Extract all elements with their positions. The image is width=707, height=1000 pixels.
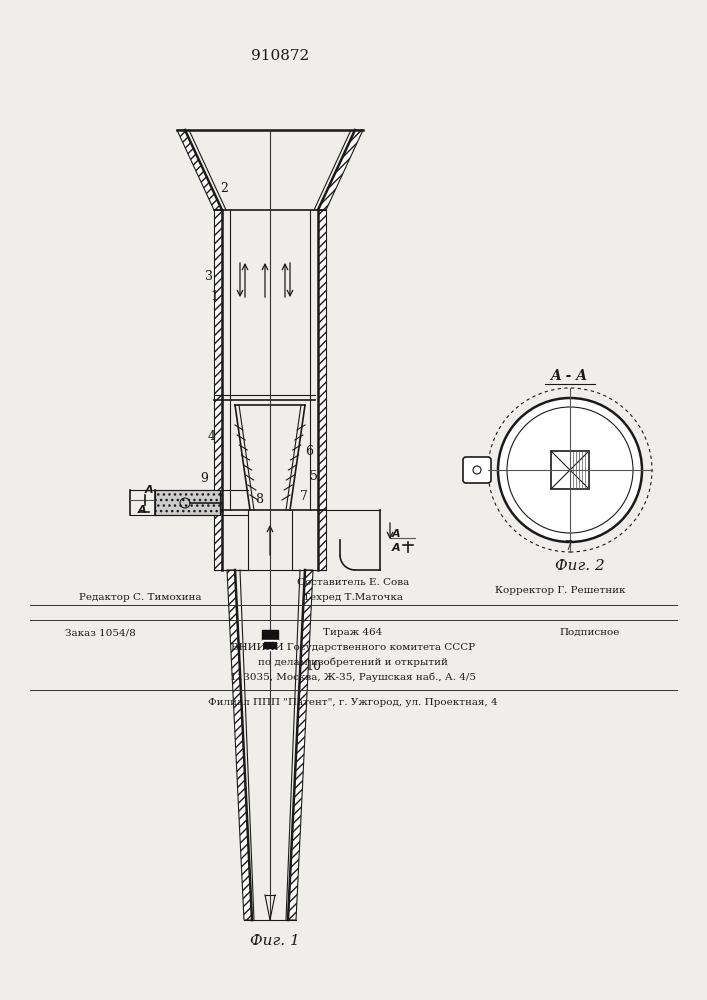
Text: A: A (392, 543, 401, 553)
Polygon shape (318, 510, 326, 570)
Text: по делам изобретений и открытий: по делам изобретений и открытий (258, 658, 448, 667)
Text: Тираж 464: Тираж 464 (323, 628, 382, 637)
Polygon shape (318, 210, 326, 510)
Polygon shape (288, 570, 313, 920)
Text: Редактор С. Тимохина: Редактор С. Тимохина (78, 593, 201, 602)
Text: A - A: A - A (550, 369, 587, 383)
Text: 7: 7 (565, 540, 573, 553)
Text: A: A (138, 505, 146, 515)
Text: A: A (145, 485, 153, 495)
Circle shape (498, 398, 642, 542)
Text: A: A (392, 529, 401, 539)
Text: Подписное: Подписное (560, 628, 620, 637)
Text: 9: 9 (200, 472, 208, 485)
Polygon shape (318, 130, 363, 210)
Text: 1: 1 (210, 290, 218, 303)
Text: 910872: 910872 (251, 49, 309, 63)
Bar (262, 640, 278, 650)
Polygon shape (227, 570, 252, 920)
Text: ВНИИПИ Государственного комитета СССР: ВНИИПИ Государственного комитета СССР (231, 643, 475, 652)
Text: 8: 8 (255, 493, 263, 506)
Text: Заказ 1054/8: Заказ 1054/8 (64, 628, 135, 637)
FancyBboxPatch shape (463, 457, 491, 483)
Text: 6: 6 (305, 445, 313, 458)
Text: Фиг. 2: Фиг. 2 (555, 559, 604, 573)
Text: 5: 5 (310, 470, 318, 483)
Text: Техред Т.Маточка: Техред Т.Маточка (303, 593, 403, 602)
Bar (262, 630, 278, 640)
Text: 113035, Москва, Ж-35, Раушская наб., А. 4/5: 113035, Москва, Ж-35, Раушская наб., А. … (230, 672, 476, 682)
Text: 2: 2 (220, 182, 228, 195)
Text: 3: 3 (205, 270, 213, 283)
Text: 10: 10 (305, 660, 321, 673)
Polygon shape (214, 510, 222, 570)
Bar (264, 642, 276, 648)
Text: Составитель Е. Сова: Составитель Е. Сова (297, 578, 409, 587)
Text: Филиал ППП "Патент", г. Ужгород, ул. Проектная, 4: Филиал ППП "Патент", г. Ужгород, ул. Про… (208, 698, 498, 707)
Text: Фиг. 1: Фиг. 1 (250, 934, 300, 948)
Polygon shape (155, 490, 220, 515)
Text: Корректор Г. Решетник: Корректор Г. Решетник (495, 586, 625, 595)
Polygon shape (177, 130, 222, 210)
Text: 7: 7 (300, 490, 308, 503)
Polygon shape (214, 210, 222, 510)
Bar (551, 451, 589, 489)
Text: 4: 4 (208, 430, 216, 443)
